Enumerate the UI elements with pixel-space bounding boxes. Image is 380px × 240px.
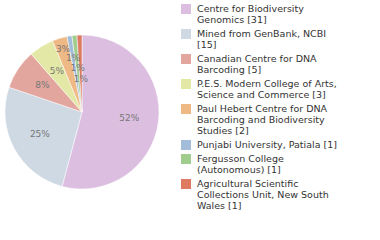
legend-swatch [181, 140, 191, 150]
chart: 52%25%8%5%3%1%1%1%Centre for Biodiversit… [0, 0, 380, 240]
data-label: 1% [66, 53, 81, 63]
legend-label: Centre for Biodiversity Genomics [31] [197, 3, 307, 25]
legend-label: Fergusson College (Autonomous) [1] [197, 153, 287, 175]
legend-swatch [181, 29, 191, 39]
legend-label: Paul Hebert Centre for DNA Barcoding and… [197, 103, 330, 136]
legend-label: Canadian Centre for DNA Barcoding [5] [197, 53, 320, 75]
legend-swatch [181, 104, 191, 114]
data-label: 1% [74, 74, 89, 84]
legend-swatch [181, 154, 191, 164]
legend-swatch [181, 179, 191, 189]
data-label: 52% [119, 113, 139, 123]
pie: 52%25%8%5%3%1%1%1% [5, 35, 159, 189]
data-label: 25% [30, 129, 50, 139]
legend: Centre for Biodiversity Genomics [31] Min… [181, 3, 340, 211]
legend-swatch [181, 79, 191, 89]
legend-label: P.E.S. Modern College of Arts, Science a… [197, 78, 340, 100]
legend-label: Punjabi University, Patiala [1] [197, 139, 337, 150]
legend-label: Mined from GenBank, NCBI [15] [197, 28, 329, 50]
data-label: 1% [71, 63, 86, 73]
legend-swatch [181, 54, 191, 64]
legend-swatch [181, 4, 191, 14]
data-label: 5% [50, 66, 65, 76]
data-label: 8% [35, 80, 50, 90]
legend-label: Agricultural Scientific Collections Unit… [197, 178, 332, 211]
